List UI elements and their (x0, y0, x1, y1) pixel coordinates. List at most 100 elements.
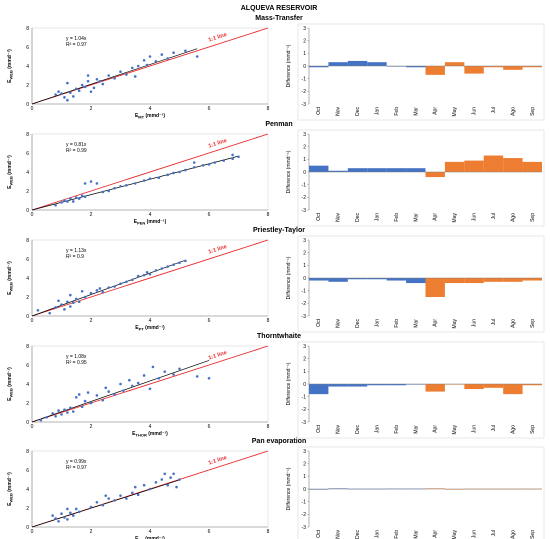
data-point (86, 79, 90, 83)
y-tick-label: 6 (26, 363, 29, 369)
x-tick-label: 4 (149, 106, 152, 112)
data-point (113, 77, 116, 80)
data-point (83, 295, 87, 299)
month-label: Feb (394, 530, 400, 539)
data-point (128, 378, 131, 382)
one-to-one-label: 1:1 line (208, 350, 228, 362)
bar-chart: -3 -2 -1 0 1 2 3 Oct Nov Dec Jan Feb Mar Apr May Jun Jul… (286, 129, 545, 227)
x-tick-label: 8 (267, 424, 270, 430)
data-point (207, 163, 211, 166)
x-tick-label: 4 (149, 318, 152, 324)
month-label: Oct (316, 212, 322, 220)
x-tick-label: 6 (208, 529, 211, 535)
data-point (69, 511, 72, 515)
data-point (89, 90, 93, 93)
data-point (77, 197, 81, 200)
bar-oct (309, 384, 329, 395)
data-point (83, 85, 87, 89)
data-point (66, 300, 69, 304)
data-point (157, 377, 161, 380)
data-point (74, 396, 78, 399)
data-point (172, 263, 175, 267)
bar-may (444, 62, 465, 66)
data-point (101, 290, 105, 294)
data-point (113, 285, 116, 288)
data-point (175, 485, 178, 489)
data-point (160, 53, 164, 56)
y-tick-label: 2 (303, 461, 306, 467)
bar-oct (309, 66, 329, 68)
x-axis-label: EPEN (mmd⁻¹) (134, 219, 167, 225)
bar-jun (464, 160, 484, 172)
data-point (142, 179, 146, 182)
month-label: Jan (374, 530, 380, 538)
x-tick-label: 6 (208, 106, 211, 112)
data-point (142, 374, 146, 377)
month-label: Jun (472, 319, 478, 327)
bar-dec (347, 60, 368, 66)
month-label: Dec (355, 319, 361, 328)
data-point (119, 382, 122, 386)
data-point (89, 401, 93, 405)
bar-chart-frame (297, 129, 545, 227)
data-point (60, 92, 63, 95)
x-axis-label: ETHOR (mmd⁻¹) (132, 431, 168, 437)
month-label: Dec (355, 213, 361, 222)
month-label: Mar (413, 425, 419, 434)
y-tick-label: 1 (303, 51, 306, 57)
bar-apr (425, 278, 445, 297)
month-label: Jul (491, 107, 497, 113)
month-label: Jun (472, 425, 478, 433)
month-label: Mar (413, 319, 419, 328)
data-point (207, 377, 211, 380)
data-point (213, 161, 217, 164)
fit-line (31, 479, 180, 528)
month-label: Nov (336, 530, 342, 539)
x-tick-label: 8 (267, 318, 270, 324)
x-tick-label: 8 (267, 529, 270, 535)
data-point (69, 406, 72, 410)
y-axis-label: EWEB (mmd⁻¹) (7, 49, 13, 83)
x-tick-label: 0 (31, 106, 34, 112)
data-point (133, 485, 137, 489)
data-point (125, 184, 128, 187)
bar-nov (328, 62, 348, 66)
data-point (80, 83, 84, 87)
y-tick-label: 6 (26, 151, 29, 157)
data-point (142, 59, 146, 62)
data-point (163, 370, 167, 373)
data-point (119, 184, 122, 188)
data-point (54, 93, 57, 96)
y-tick-label: 8 (26, 132, 29, 138)
data-point (57, 409, 60, 412)
data-point (66, 518, 69, 521)
data-point (107, 497, 110, 500)
data-point (72, 200, 75, 203)
y-tick-label: 8 (26, 26, 29, 32)
one-to-one-label: 1:1 line (208, 455, 228, 467)
month-label: Sep (530, 213, 536, 222)
y-tick-label: -2 (302, 512, 307, 518)
bar-jan (367, 168, 387, 172)
y-tick-label: 2 (303, 38, 306, 44)
month-label: Feb (394, 107, 400, 116)
y-tick-label: -3 (302, 420, 307, 426)
data-point (231, 157, 234, 160)
data-point (48, 311, 51, 315)
data-point (54, 517, 57, 520)
r-squared: R² = 0.99 (66, 148, 87, 154)
y-tick-label: 4 (26, 170, 29, 176)
data-point (89, 291, 93, 295)
data-point (95, 394, 99, 397)
data-point (101, 190, 105, 194)
month-label: Nov (336, 319, 342, 328)
month-label: Jul (491, 319, 497, 325)
y-tick-label: 0 (303, 64, 306, 70)
y-tick-label: -1 (302, 288, 307, 294)
data-point (201, 164, 205, 167)
bar-sep (522, 278, 542, 281)
data-point (131, 66, 134, 70)
y-tick-label: -1 (302, 499, 307, 505)
data-point (184, 168, 187, 172)
